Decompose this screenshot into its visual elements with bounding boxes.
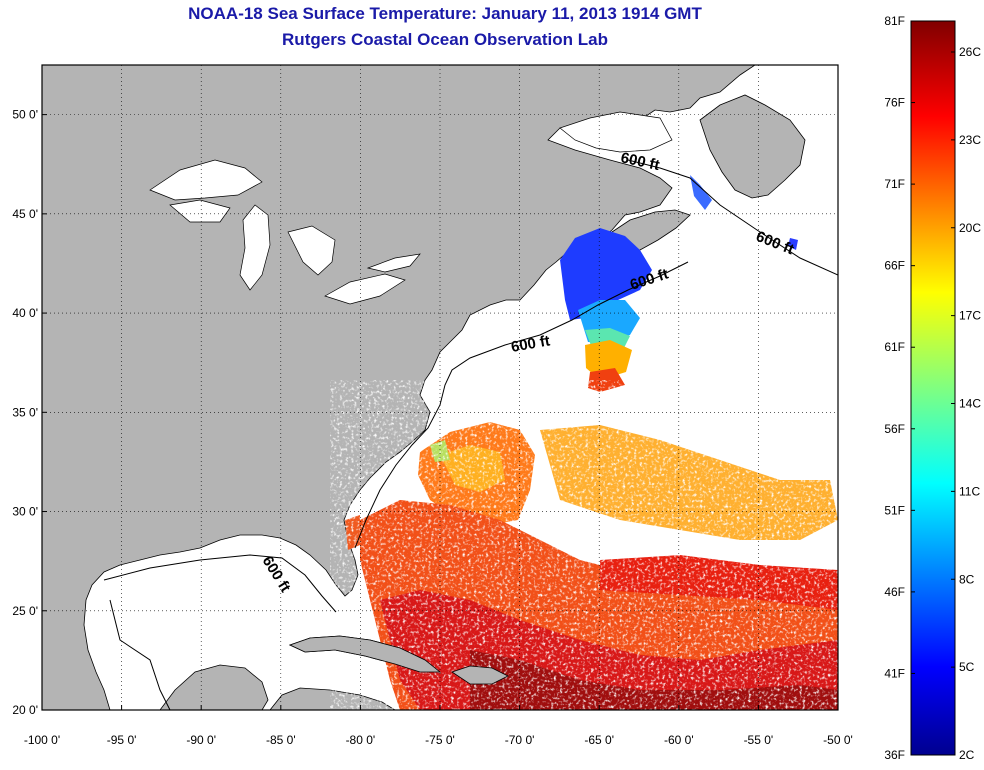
lon-tick-label: -55 0': [744, 733, 774, 747]
cb-label-c: 17C: [959, 309, 981, 323]
lon-tick-label: -80 0': [346, 733, 376, 747]
cb-label-c: 11C: [959, 484, 980, 498]
map-layers: [42, 65, 838, 710]
lat-tick-label: 20 0': [12, 703, 38, 717]
cb-label-f: 71F: [884, 177, 905, 191]
great-lakes: [149, 159, 421, 305]
colorbar: [910, 20, 956, 756]
cb-label-f: 76F: [884, 96, 905, 110]
cb-label-c: 26C: [959, 45, 981, 59]
map-subtitle: Rutgers Coastal Ocean Observation Lab: [282, 30, 608, 49]
lat-tick-label: 50 0': [12, 108, 38, 122]
lon-tick-label: -65 0': [584, 733, 614, 747]
cb-label-f: 66F: [884, 259, 905, 273]
cb-label-f: 51F: [884, 503, 905, 517]
lon-tick-label: -95 0': [107, 733, 137, 747]
cb-label-c: 2C: [959, 748, 975, 762]
lon-tick-label: -60 0': [664, 733, 694, 747]
lat-tick-label: 35 0': [12, 405, 38, 419]
axis-ticks: -100 0' -95 0' -90 0' -85 0' -80 0' -75 0' -70…: [12, 108, 852, 747]
lat-tick-label: 40 0': [12, 306, 38, 320]
cb-label-c: 20C: [959, 221, 981, 235]
lon-tick-label: -85 0': [266, 733, 296, 747]
cb-label-f: 81F: [884, 14, 905, 28]
lon-tick-label: -50 0': [823, 733, 853, 747]
cb-label-c: 8C: [959, 572, 975, 586]
map-title: NOAA-18 Sea Surface Temperature: January…: [188, 4, 702, 23]
cb-label-c: 5C: [959, 660, 975, 674]
cb-label-f: 36F: [884, 748, 905, 762]
land-newfoundland: [699, 94, 806, 199]
lat-tick-label: 25 0': [12, 604, 38, 618]
lat-tick-label: 45 0': [12, 207, 38, 221]
cb-label-f: 56F: [884, 422, 905, 436]
contour-label: 600 ft: [510, 332, 552, 356]
contour-600ft: [103, 159, 838, 710]
lat-tick-label: 30 0': [12, 505, 38, 519]
cb-label-f: 41F: [884, 666, 905, 680]
lon-tick-label: -75 0': [425, 733, 455, 747]
cb-label-f: 46F: [884, 585, 905, 599]
land-yucatan: [159, 664, 269, 710]
colorbar-ticks: 81F 76F 71F 66F 61F 56F 51F 46F 41F 36F 26C 23C 20C 1…: [884, 14, 981, 762]
cb-label-c: 23C: [959, 133, 981, 147]
st-lawrence-gulf: [559, 111, 673, 153]
cb-label-f: 61F: [884, 340, 905, 354]
lon-tick-label: -100 0': [24, 733, 60, 747]
cb-label-c: 14C: [959, 397, 981, 411]
lon-tick-label: -70 0': [505, 733, 535, 747]
lon-tick-label: -90 0': [186, 733, 216, 747]
